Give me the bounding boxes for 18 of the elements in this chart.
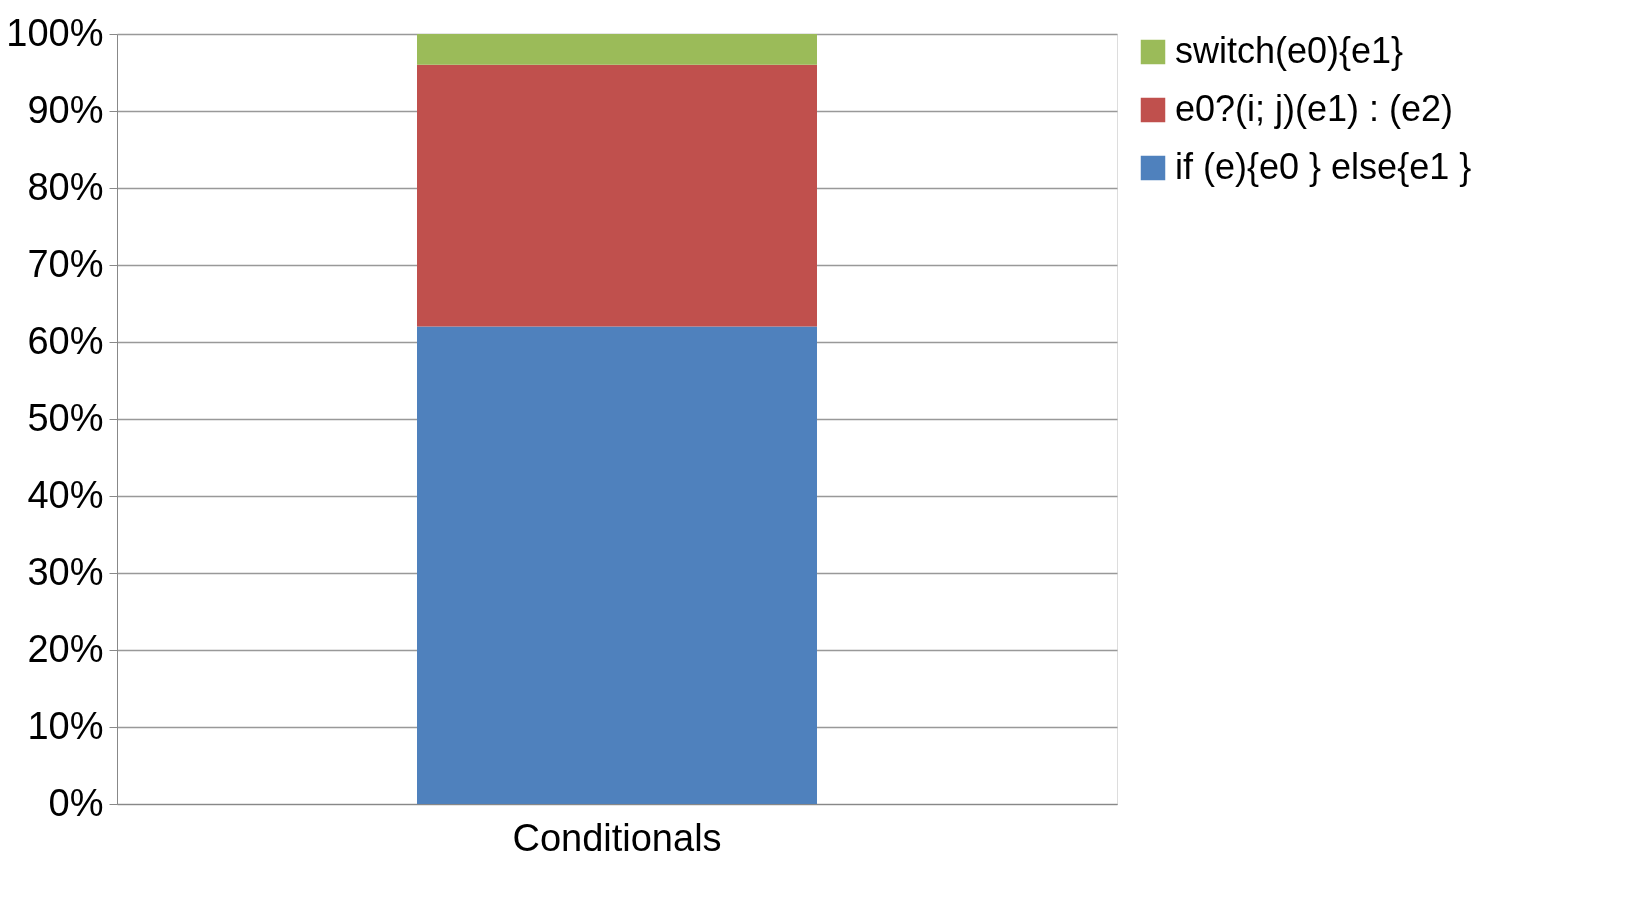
y-tick-label: 0% [48, 781, 104, 824]
y-tick-label: 20% [27, 627, 104, 670]
y-tick-label: 60% [27, 319, 104, 362]
legend-label: switch(e0){e1} [1175, 30, 1404, 71]
y-tick-label: 100% [6, 11, 104, 54]
bar [417, 326, 817, 804]
y-tick-label: 90% [27, 88, 104, 131]
y-tick-label: 10% [27, 704, 104, 747]
y-tick-label: 40% [27, 473, 104, 516]
bar [417, 64, 817, 327]
y-tick-label: 70% [27, 242, 104, 285]
legend-label: e0?(i; j)(e1) : (e2) [1175, 88, 1454, 129]
bar [417, 34, 817, 65]
legend-label: if (e){e0 } else{e1 } [1175, 146, 1472, 187]
x-tick-label: Conditionals [512, 816, 722, 859]
y-tick-label: 30% [27, 550, 104, 593]
y-tick-label: 80% [27, 165, 104, 208]
y-tick-label: 50% [27, 396, 104, 439]
